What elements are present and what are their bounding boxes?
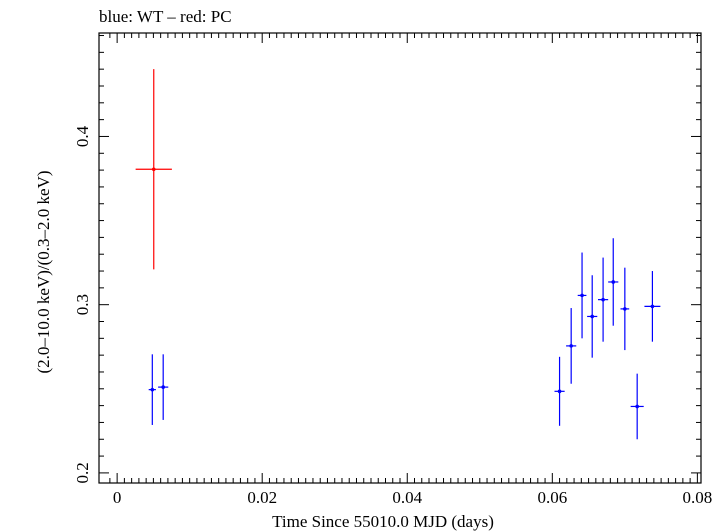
data-point-wt	[148, 354, 156, 425]
y-tick-label: 0.2	[73, 462, 92, 483]
point-marker	[161, 385, 165, 389]
y-axis-label: (2.0–10.0 keV)/(0.3–2.0 keV)	[34, 170, 53, 373]
point-marker	[569, 344, 573, 348]
x-tick-label: 0.08	[682, 488, 712, 507]
series-pc	[135, 69, 172, 270]
data-point-wt	[630, 373, 644, 440]
x-tick-label: 0.02	[247, 488, 277, 507]
point-marker	[557, 389, 562, 394]
data-point-wt	[644, 271, 661, 342]
point-marker	[151, 167, 156, 172]
point-marker	[150, 387, 155, 392]
x-tick-label: 0.06	[537, 488, 567, 507]
data-point-wt	[566, 308, 577, 384]
point-marker	[611, 280, 616, 284]
data-point-wt	[608, 238, 619, 326]
data-point-wt	[598, 257, 609, 342]
y-axis-tick-labels: 0.2 0.3 0.4	[73, 125, 92, 483]
x-axis-label: Time Since 55010.0 MJD (days)	[272, 512, 494, 531]
x-axis-tick-labels: 0 0.02 0.04 0.06 0.08	[113, 488, 712, 507]
data-point-wt	[158, 354, 169, 420]
data-point-wt	[554, 356, 565, 426]
point-marker	[635, 404, 639, 409]
data-point-wt	[620, 267, 630, 351]
series-wt	[148, 238, 661, 440]
x-tick-label: 0.04	[392, 488, 422, 507]
point-marker	[623, 307, 627, 311]
point-marker	[590, 314, 595, 319]
x-tick-label: 0	[113, 488, 122, 507]
x-axis-ticks	[109, 33, 698, 483]
data-point-pc	[135, 69, 172, 270]
y-tick-label: 0.3	[73, 294, 92, 315]
y-axis-ticks	[99, 35, 701, 474]
plot-frame	[98, 32, 702, 484]
data-point-wt	[587, 275, 598, 358]
point-marker	[601, 297, 605, 302]
data-points	[135, 69, 661, 440]
chart-title: blue: WT – red: PC	[99, 7, 232, 26]
point-marker	[650, 304, 655, 309]
point-marker	[580, 293, 584, 298]
data-point-wt	[577, 252, 587, 339]
y-tick-label: 0.4	[73, 125, 92, 147]
